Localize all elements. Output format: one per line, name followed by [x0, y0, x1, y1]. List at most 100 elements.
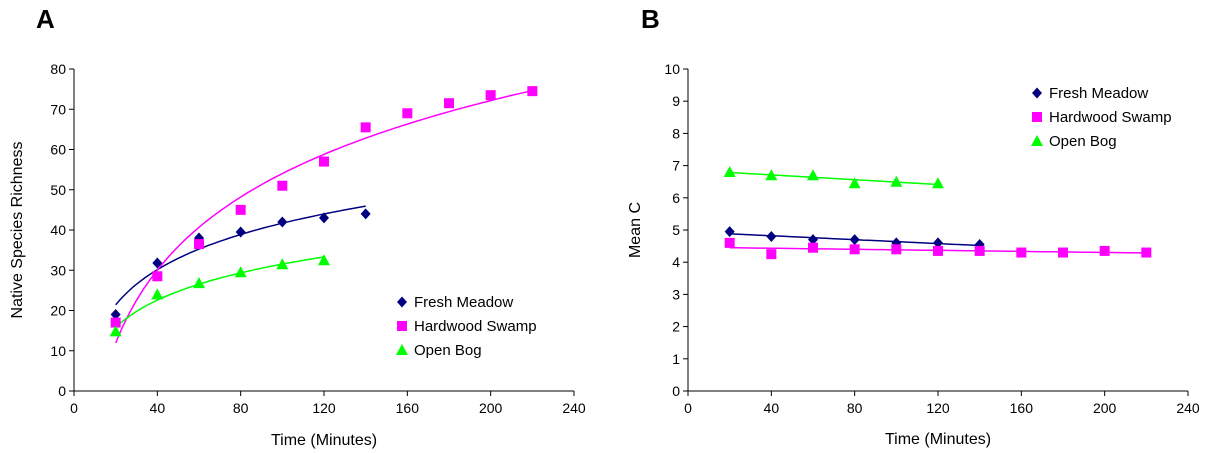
y-tick-label: 8 [672, 125, 680, 141]
panel-label-b: B [641, 4, 660, 34]
chart-panel-b: B 0 1 2 3 4 5 6 7 8 9 10 0 40 80 120 160 200 240 Time (Min… [627, 4, 1200, 448]
trendline-open-bog [115, 256, 325, 328]
data-point-hardwood-swamp [1141, 247, 1152, 258]
x-tick-label: 240 [1176, 400, 1200, 416]
data-point-hardwood-swamp [1016, 247, 1027, 258]
data-point-hardwood-swamp [110, 317, 121, 328]
data-point-hardwood-swamp [235, 204, 246, 215]
y-tick-label: 7 [672, 158, 680, 174]
y-tick-label: 20 [50, 303, 66, 319]
y-tick-label: 30 [50, 262, 66, 278]
legend-marker-open-bog [396, 344, 408, 355]
x-tick-label: 40 [764, 400, 780, 416]
y-tick-label: 4 [672, 254, 680, 270]
legend-marker-open-bog [1031, 135, 1043, 146]
y-tick-label: 60 [50, 142, 66, 158]
data-point-fresh-meadow [724, 226, 735, 238]
y-tick-label: 1 [672, 351, 680, 367]
data-point-hardwood-swamp [933, 245, 943, 256]
trendline-hardwood-swamp [115, 89, 533, 344]
legend-label-open-bog: Open Bog [1049, 133, 1117, 150]
y-axis-title: Native Species Richness [9, 142, 26, 319]
x-tick-label: 240 [562, 400, 586, 416]
data-point-hardwood-swamp [527, 86, 538, 97]
data-point-hardwood-swamp [360, 122, 371, 133]
data-point-fresh-meadow [110, 309, 121, 321]
legend-marker-fresh-meadow [397, 296, 407, 308]
data-point-fresh-meadow [933, 237, 943, 249]
data-point-open-bog [151, 288, 164, 300]
y-axis-title: Mean C [627, 202, 644, 258]
data-point-hardwood-swamp [444, 98, 454, 109]
data-point-fresh-meadow [808, 234, 818, 246]
x-tick-label: 200 [479, 400, 503, 416]
y-tick-label: 6 [672, 190, 680, 206]
legend-label-hardwood-swamp: Hardwood Swamp [1049, 109, 1172, 126]
data-point-hardwood-swamp [891, 244, 902, 255]
data-point-open-bog [276, 258, 289, 270]
y-tick-label: 5 [672, 222, 680, 238]
data-point-fresh-meadow [277, 216, 288, 228]
data-point-hardwood-swamp [152, 271, 163, 282]
x-axis-title: Time (Minutes) [271, 432, 377, 449]
data-point-hardwood-swamp [974, 245, 985, 256]
data-point-hardwood-swamp [766, 249, 777, 260]
x-tick-label: 120 [312, 400, 336, 416]
legend-marker-hardwood-swamp [397, 321, 407, 331]
data-point-fresh-meadow [152, 257, 163, 269]
legend-label-hardwood-swamp: Hardwood Swamp [414, 318, 537, 335]
data-point-open-bog [193, 277, 205, 289]
x-tick-label: 40 [150, 400, 166, 416]
y-tick-label: 50 [50, 182, 66, 198]
y-tick-label: 3 [672, 286, 680, 302]
data-point-open-bog [234, 266, 247, 278]
data-point-fresh-meadow [319, 212, 329, 224]
data-point-open-bog [109, 325, 122, 337]
y-tick-label: 70 [50, 101, 66, 117]
legend-label-open-bog: Open Bog [414, 342, 482, 359]
data-point-hardwood-swamp [277, 180, 288, 191]
x-tick-label: 80 [847, 400, 863, 416]
data-point-hardwood-swamp [194, 239, 204, 250]
data-point-open-bog [890, 175, 903, 187]
y-tick-label: 2 [672, 319, 680, 335]
x-tick-label: 80 [233, 400, 249, 416]
y-tick-label: 40 [50, 222, 66, 238]
data-point-fresh-meadow [849, 234, 860, 246]
y-tick-label: 9 [672, 93, 680, 109]
x-tick-label: 0 [684, 400, 692, 416]
y-tick-label: 10 [50, 343, 66, 359]
data-point-hardwood-swamp [849, 244, 860, 255]
chart-panel-a: A 0 10 20 30 40 50 60 70 80 0 40 80 120 160 200 240 Time… [9, 4, 586, 449]
y-tick-label: 0 [58, 383, 66, 399]
x-tick-label: 120 [926, 400, 950, 416]
legend-marker-hardwood-swamp [1032, 112, 1042, 122]
data-point-open-bog [807, 169, 819, 181]
x-tick-label: 200 [1093, 400, 1117, 416]
data-point-open-bog [765, 169, 778, 181]
legend-marker-fresh-meadow [1032, 87, 1042, 99]
x-tick-label: 160 [396, 400, 420, 416]
data-point-open-bog [318, 254, 330, 266]
y-tick-label: 80 [50, 61, 66, 77]
data-point-hardwood-swamp [1058, 247, 1068, 258]
data-point-open-bog [723, 166, 736, 178]
data-point-hardwood-swamp [485, 90, 496, 101]
panel-label-a: A [36, 4, 55, 34]
data-point-hardwood-swamp [319, 156, 329, 167]
data-point-open-bog [932, 177, 944, 189]
data-point-hardwood-swamp [402, 108, 413, 119]
data-point-fresh-meadow [235, 226, 246, 238]
data-point-hardwood-swamp [808, 242, 818, 253]
data-point-fresh-meadow [766, 230, 777, 242]
legend-label-fresh-meadow: Fresh Meadow [414, 294, 513, 311]
data-point-hardwood-swamp [724, 237, 735, 248]
x-tick-label: 0 [70, 400, 78, 416]
trendline-open-bog [729, 171, 939, 186]
legend-label-fresh-meadow: Fresh Meadow [1049, 85, 1148, 102]
y-tick-label: 10 [664, 61, 680, 77]
data-point-hardwood-swamp [1099, 245, 1110, 256]
y-tick-label: 0 [672, 383, 680, 399]
x-axis-title: Time (Minutes) [885, 431, 991, 448]
